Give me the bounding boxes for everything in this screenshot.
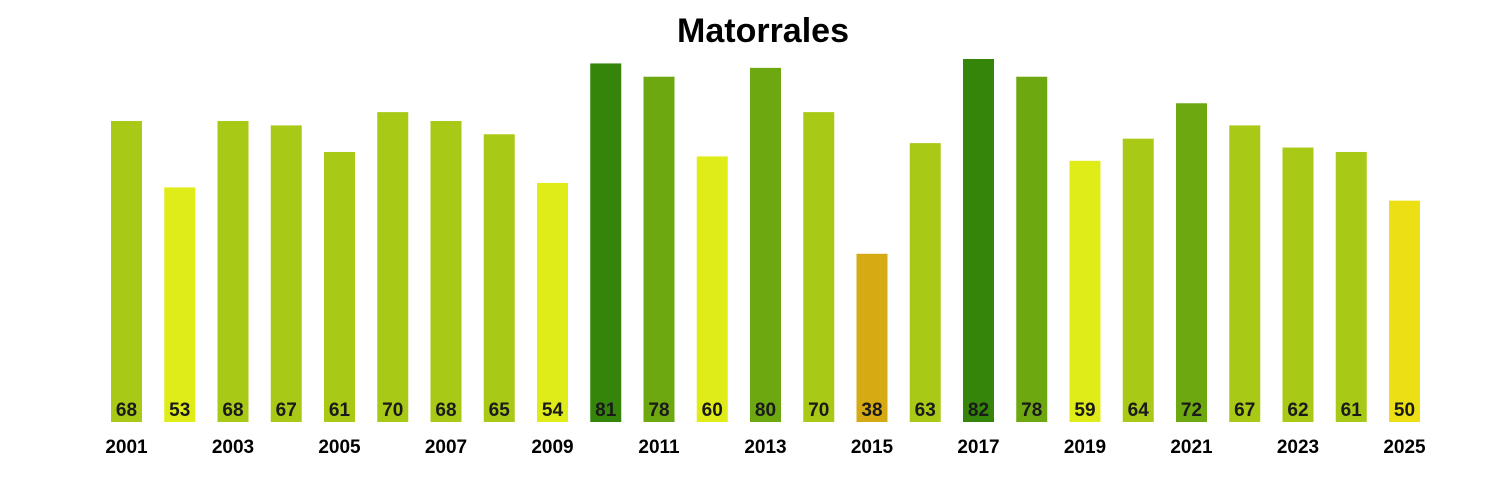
data-label-2002: 53 [169,400,190,421]
bar-2009 [537,182,568,422]
data-label-2007: 68 [435,400,456,421]
data-label-2024: 61 [1341,400,1363,421]
bar-2006 [377,112,409,423]
x-tick-label-2025: 2025 [1383,437,1426,458]
bar-2017 [963,59,994,422]
data-label-2004: 67 [276,400,297,421]
bar-2008 [483,134,515,422]
bar-2007 [430,120,462,422]
data-label-2021: 72 [1181,400,1202,421]
x-tick-label-2015: 2015 [851,437,894,458]
x-tick-label-2017: 2017 [957,437,999,458]
data-label-2013: 80 [755,400,776,421]
x-tick-label-2009: 2009 [531,437,573,458]
data-label-2012: 60 [702,400,723,421]
bar-2012 [696,156,728,422]
x-tick-label-2001: 2001 [105,437,148,458]
data-label-2025: 50 [1394,400,1415,421]
data-label-2014: 70 [808,400,829,421]
chart-title: Matorrales [677,12,849,50]
bar-2003 [217,120,249,422]
bar-2019 [1069,160,1101,422]
bar-2016 [909,143,941,423]
x-tick-label-2023: 2023 [1277,437,1319,458]
data-label-2009: 54 [542,400,564,421]
data-label-2011: 78 [648,400,669,421]
bar-2011 [643,76,675,423]
data-label-2005: 61 [329,400,351,421]
x-tick-label-2007: 2007 [425,437,467,458]
bar-2024 [1335,151,1367,422]
x-tick-label-2003: 2003 [212,437,254,458]
x-tick-label-2011: 2011 [638,437,680,458]
x-tick-label-2019: 2019 [1064,437,1106,458]
data-label-2023: 62 [1287,400,1308,421]
data-label-2019: 59 [1074,400,1095,421]
bar-2018 [1016,76,1048,423]
data-label-2016: 63 [915,400,936,421]
bar-2022 [1229,125,1261,423]
data-label-2022: 67 [1234,400,1255,421]
data-label-2010: 81 [595,400,617,421]
bar-2010 [590,63,622,423]
x-tick-label-2005: 2005 [318,437,361,458]
x-tick-label-2013: 2013 [744,437,786,458]
data-label-2008: 65 [489,400,511,421]
bar-2015 [856,253,888,422]
bar-2014 [803,112,835,423]
data-label-2001: 68 [116,400,137,421]
bar-2005 [324,151,355,422]
bar-2020 [1122,138,1154,422]
bar-2021 [1176,103,1207,423]
bar-2001 [111,120,142,422]
data-label-2017: 82 [968,400,989,421]
x-tick-label-2021: 2021 [1170,437,1213,458]
bar-2013 [750,67,781,422]
bar-2004 [270,125,302,423]
data-label-2003: 68 [222,400,243,421]
bar-2002 [164,187,196,422]
data-label-2015: 38 [861,400,882,421]
bar-2023 [1282,147,1314,423]
bar-2025 [1389,200,1420,422]
data-label-2018: 78 [1021,400,1042,421]
data-label-2020: 64 [1128,400,1150,421]
data-label-2006: 70 [382,400,403,421]
